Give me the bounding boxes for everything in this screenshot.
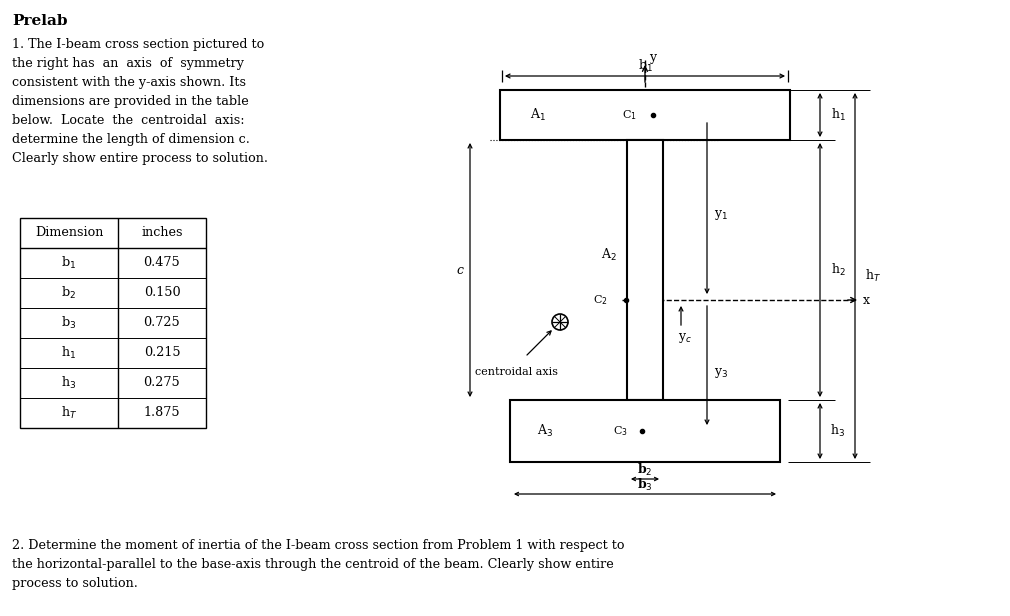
Text: y$_3$: y$_3$ bbox=[714, 367, 728, 381]
Text: 2. Determine the moment of inertia of the I-beam cross section from Problem 1 wi: 2. Determine the moment of inertia of th… bbox=[12, 539, 624, 552]
Text: b$_1$: b$_1$ bbox=[62, 255, 77, 271]
Text: b$_3$: b$_3$ bbox=[637, 477, 652, 493]
Text: h$_T$: h$_T$ bbox=[61, 405, 77, 421]
Text: Prelab: Prelab bbox=[12, 14, 68, 28]
Text: centroidal axis: centroidal axis bbox=[475, 367, 558, 377]
Text: C$_2$: C$_2$ bbox=[593, 293, 608, 307]
Bar bbox=[510, 400, 780, 462]
Text: below.  Locate  the  centroidal  axis:: below. Locate the centroidal axis: bbox=[12, 114, 244, 127]
Text: 0.475: 0.475 bbox=[143, 256, 181, 270]
Text: A$_1$: A$_1$ bbox=[530, 107, 546, 123]
Text: A$_3$: A$_3$ bbox=[537, 423, 553, 439]
Text: 0.215: 0.215 bbox=[143, 346, 181, 360]
Text: x: x bbox=[863, 293, 870, 307]
Text: 0.725: 0.725 bbox=[143, 317, 181, 330]
Text: b$_2$: b$_2$ bbox=[637, 462, 652, 478]
Text: A$_2$: A$_2$ bbox=[601, 247, 617, 263]
Text: dimensions are provided in the table: dimensions are provided in the table bbox=[12, 95, 248, 108]
Text: 0.275: 0.275 bbox=[143, 376, 181, 389]
Text: h$_1$: h$_1$ bbox=[830, 107, 845, 123]
Text: Clearly show entire process to solution.: Clearly show entire process to solution. bbox=[12, 152, 268, 165]
Text: 1.875: 1.875 bbox=[143, 407, 181, 419]
Text: b$_1$: b$_1$ bbox=[637, 58, 652, 74]
Text: y$_1$: y$_1$ bbox=[714, 208, 728, 222]
Text: b$_2$: b$_2$ bbox=[62, 285, 77, 301]
Bar bbox=[20, 218, 206, 428]
Text: y$_c$: y$_c$ bbox=[678, 331, 692, 345]
Text: the horizontal-parallel to the base-axis through the centroid of the beam. Clear: the horizontal-parallel to the base-axis… bbox=[12, 558, 614, 571]
Text: C$_1$: C$_1$ bbox=[622, 108, 637, 122]
Text: y: y bbox=[649, 52, 657, 65]
Text: consistent with the y-axis shown. Its: consistent with the y-axis shown. Its bbox=[12, 76, 246, 89]
Text: C$_3$: C$_3$ bbox=[613, 424, 628, 438]
Text: h$_2$: h$_2$ bbox=[830, 262, 845, 278]
Text: h$_1$: h$_1$ bbox=[62, 345, 77, 361]
Text: process to solution.: process to solution. bbox=[12, 577, 138, 590]
Text: h$_T$: h$_T$ bbox=[865, 268, 881, 284]
Text: b$_3$: b$_3$ bbox=[62, 315, 77, 331]
Text: c: c bbox=[457, 264, 464, 277]
Text: determine the length of dimension c.: determine the length of dimension c. bbox=[12, 133, 249, 146]
Text: inches: inches bbox=[141, 227, 183, 240]
Text: 0.150: 0.150 bbox=[143, 286, 181, 299]
Text: the right has  an  axis  of  symmetry: the right has an axis of symmetry bbox=[12, 57, 244, 70]
Bar bbox=[500, 90, 790, 140]
Bar bbox=[627, 140, 663, 400]
Text: 1. The I-beam cross section pictured to: 1. The I-beam cross section pictured to bbox=[12, 38, 265, 51]
Text: h$_3$: h$_3$ bbox=[830, 423, 845, 439]
Text: Dimension: Dimension bbox=[34, 227, 103, 240]
Text: h$_3$: h$_3$ bbox=[62, 375, 77, 391]
